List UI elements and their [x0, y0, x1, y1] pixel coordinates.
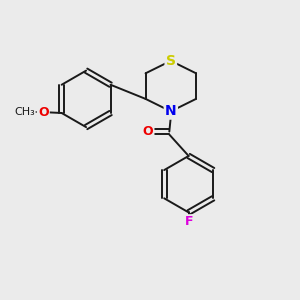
Text: CH₃: CH₃ — [14, 107, 35, 117]
Text: O: O — [142, 125, 153, 138]
Text: N: N — [165, 104, 177, 118]
Text: F: F — [184, 215, 193, 228]
Text: S: S — [166, 54, 176, 68]
Text: O: O — [38, 106, 49, 119]
